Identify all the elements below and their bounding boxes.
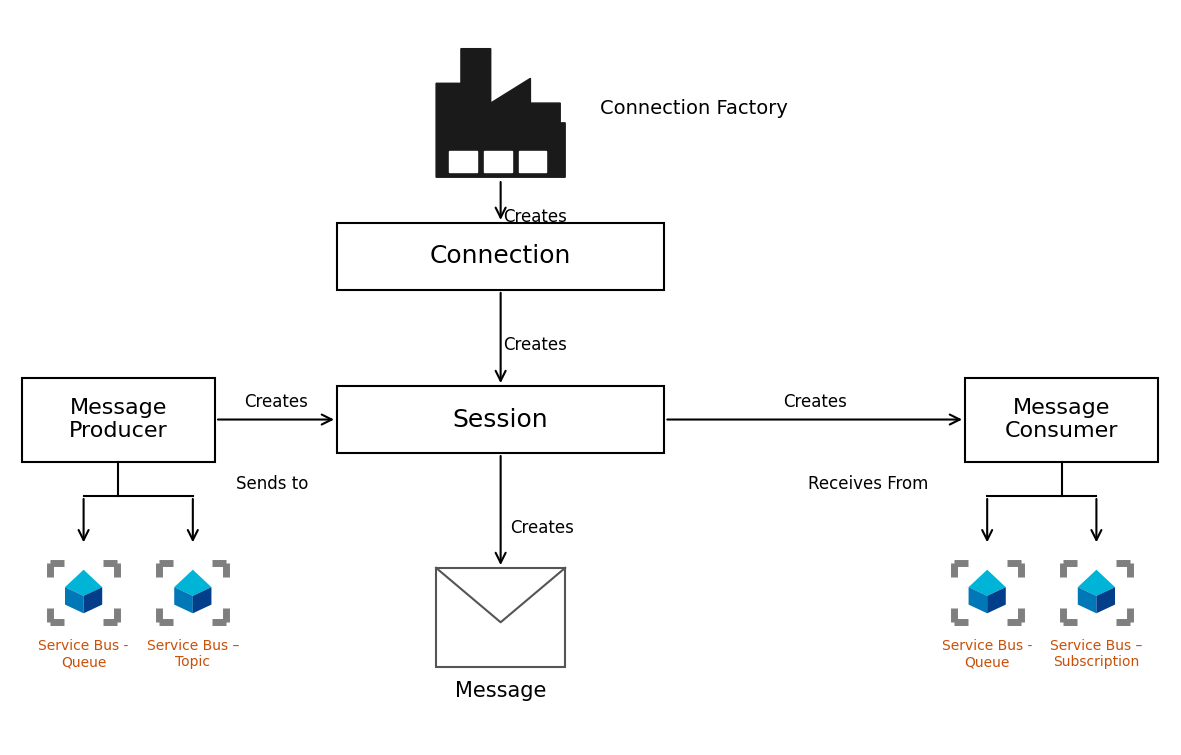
Text: Service Bus -
Queue: Service Bus - Queue xyxy=(942,639,1032,669)
Bar xyxy=(484,150,511,172)
Bar xyxy=(337,386,665,453)
Text: Connection: Connection xyxy=(430,245,572,268)
Bar xyxy=(337,223,665,290)
Polygon shape xyxy=(193,587,211,613)
Bar xyxy=(21,378,215,461)
Polygon shape xyxy=(175,587,193,613)
Text: Creates: Creates xyxy=(510,519,574,538)
Text: Receives From: Receives From xyxy=(808,476,928,493)
Polygon shape xyxy=(968,570,1006,596)
Bar xyxy=(436,568,566,667)
Text: Connection Factory: Connection Factory xyxy=(600,98,788,118)
Text: Creates: Creates xyxy=(783,393,847,411)
Polygon shape xyxy=(175,570,211,596)
Text: Message
Producer: Message Producer xyxy=(68,398,168,441)
Polygon shape xyxy=(84,587,103,613)
Text: Service Bus -
Queue: Service Bus - Queue xyxy=(39,639,129,669)
Text: Service Bus –
Topic: Service Bus – Topic xyxy=(146,639,239,669)
Polygon shape xyxy=(436,48,566,177)
Text: Sends to: Sends to xyxy=(236,476,308,493)
Polygon shape xyxy=(1078,587,1096,613)
Polygon shape xyxy=(1078,570,1115,596)
Text: Service Bus –
Subscription: Service Bus – Subscription xyxy=(1050,639,1142,669)
Bar xyxy=(518,150,547,172)
Bar xyxy=(449,150,477,172)
Polygon shape xyxy=(987,587,1006,613)
Polygon shape xyxy=(968,587,987,613)
Text: Creates: Creates xyxy=(244,393,308,411)
Text: Message
Consumer: Message Consumer xyxy=(1005,398,1118,441)
Text: Message: Message xyxy=(455,682,547,701)
Polygon shape xyxy=(65,570,103,596)
Polygon shape xyxy=(65,587,84,613)
Bar xyxy=(965,378,1159,461)
Polygon shape xyxy=(1096,587,1115,613)
Text: Creates: Creates xyxy=(503,208,567,226)
Text: Session: Session xyxy=(452,408,548,432)
Text: Creates: Creates xyxy=(503,337,567,354)
